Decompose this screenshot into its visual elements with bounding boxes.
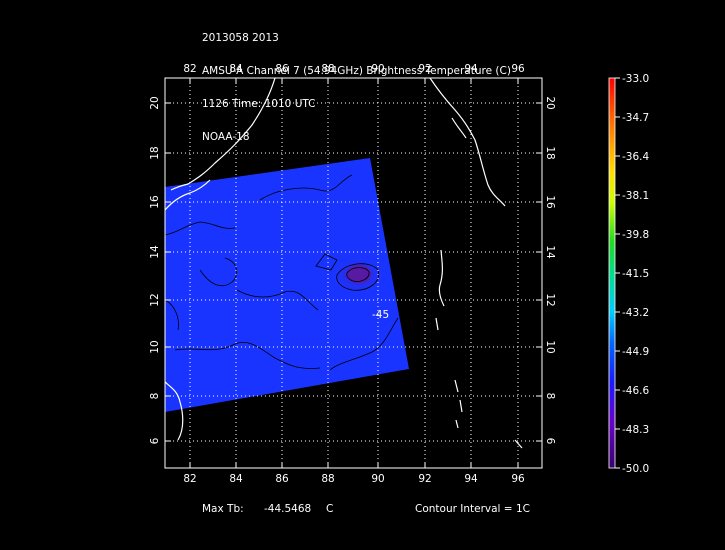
contour-interval: Contour Interval = 1C (415, 503, 530, 515)
longitude-label-bottom: 84 (229, 473, 243, 485)
header-product: AMSU-A Channel 7 (54.94GHz) Brightness T… (202, 65, 511, 77)
latitude-label-right: 10 (544, 340, 556, 353)
latitude-label-right: 20 (544, 96, 556, 109)
latitude-label-left: 14 (149, 245, 161, 259)
frame-ticks (165, 78, 542, 468)
colorbar-label: -34.7 (622, 112, 649, 124)
colorbar-label: -46.6 (622, 385, 649, 397)
longitude-label-top: 90 (371, 63, 384, 75)
colorbar-label: -43.2 (622, 307, 649, 319)
max-tb-label: Max Tb: (202, 503, 244, 515)
colorbar-labels: -33.0 -34.7 -36.4 -38.1 -39.8 -41.5 -43.2 -44.9… (615, 73, 649, 475)
longitude-label-bottom: 88 (321, 473, 334, 485)
latitude-label-right: 18 (544, 146, 556, 159)
graticule (165, 78, 542, 468)
map-frame (164, 77, 543, 469)
latitude-label-left: 10 (149, 340, 161, 353)
longitude-label-top: 94 (464, 63, 478, 75)
latitude-label-left: 6 (149, 437, 161, 444)
header-time: 1126 Time: 1010 UTC (202, 98, 316, 110)
longitude-label-top: 92 (418, 63, 431, 75)
colorbar-label: -41.5 (622, 268, 649, 280)
longitude-labels-bottom: 82 84 86 88 90 92 94 96 (183, 473, 525, 485)
colorbar-label: -39.8 (622, 229, 649, 241)
satellite-swath (165, 158, 409, 412)
longitude-label-bottom: 96 (511, 473, 525, 485)
longitude-label-bottom: 86 (275, 473, 289, 485)
latitude-labels-left: 20 18 16 14 12 10 8 6 (149, 96, 161, 444)
colorbar-label: -36.4 (622, 151, 649, 163)
header-date: 2013058 2013 (202, 32, 279, 44)
longitude-label-bottom: 92 (418, 473, 431, 485)
latitude-label-right: 16 (544, 195, 556, 209)
latitude-label-left: 8 (149, 393, 161, 400)
longitude-labels-top: 82 84 86 88 90 92 94 96 (183, 63, 525, 75)
latitude-label-right: 6 (544, 438, 556, 445)
longitude-label-bottom: 82 (183, 473, 196, 485)
colorbar-label: -38.1 (622, 190, 649, 202)
colorbar (608, 77, 616, 469)
max-tb-unit: C (326, 503, 334, 515)
colorbar-label: -48.3 (622, 424, 649, 436)
longitude-label-bottom: 90 (371, 473, 384, 485)
longitude-label-top: 82 (183, 63, 196, 75)
colorbar-label: -44.9 (622, 346, 649, 358)
colorbar-label: -50.0 (622, 463, 649, 475)
latitude-label-left: 20 (149, 96, 161, 109)
contour-lines (165, 174, 399, 371)
latitude-label-left: 12 (149, 293, 161, 306)
longitude-label-bottom: 94 (464, 473, 478, 485)
colorbar-label: -33.0 (622, 73, 649, 85)
header-block: 2013058 2013 AMSU-A Channel 7 (54.94GHz)… (202, 11, 511, 154)
longitude-label-top: 96 (511, 63, 525, 75)
latitude-label-right: 12 (544, 293, 556, 306)
latitude-label-left: 16 (149, 195, 161, 209)
latitude-labels-right: 20 18 16 14 12 10 8 6 (544, 96, 556, 444)
coastline (165, 78, 523, 449)
contour-label: -45 (372, 309, 389, 321)
longitude-label-top: 86 (275, 63, 289, 75)
latitude-label-right: 8 (544, 393, 556, 400)
latitude-label-left: 18 (149, 146, 161, 159)
max-tb-value: -44.5468 (264, 503, 312, 515)
longitude-label-top: 84 (229, 63, 243, 75)
latitude-label-right: 14 (544, 245, 556, 259)
header-satellite: NOAA-18 (202, 131, 250, 143)
longitude-label-top: 88 (321, 63, 334, 75)
